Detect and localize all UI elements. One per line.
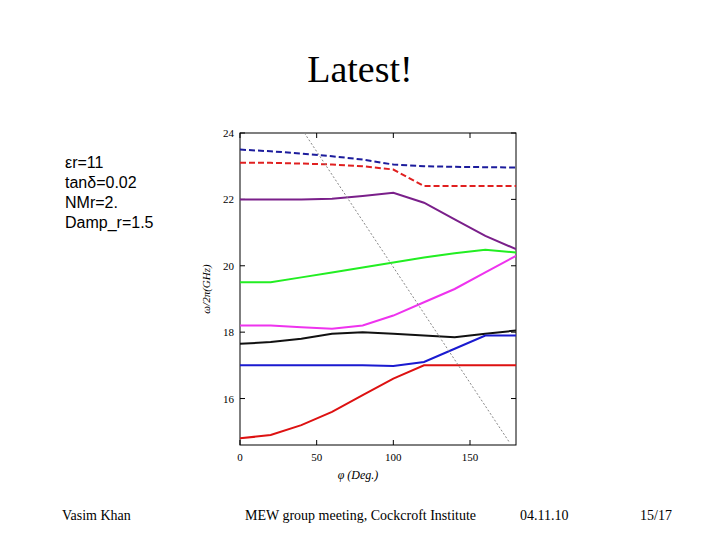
y-tick bbox=[240, 332, 245, 333]
x-tick-label: 50 bbox=[311, 451, 323, 463]
x-tick bbox=[316, 440, 317, 445]
x-axis-label: φ (Deg.) bbox=[338, 468, 379, 482]
y-tick bbox=[240, 265, 245, 266]
y-tick-label: 18 bbox=[223, 326, 235, 338]
x-tick bbox=[470, 440, 471, 445]
x-tick bbox=[393, 440, 394, 445]
y-tick-label: 22 bbox=[223, 193, 234, 205]
series-line bbox=[304, 133, 509, 443]
series-line bbox=[240, 330, 516, 343]
y-tick-label: 24 bbox=[223, 127, 235, 139]
x-tick bbox=[470, 133, 471, 138]
footer-page: 15/17 bbox=[640, 508, 672, 523]
x-tick bbox=[393, 133, 394, 138]
x-tick bbox=[240, 440, 241, 445]
y-axis-label: ω/2π(GHz) bbox=[200, 264, 213, 314]
slide: Latest! εr=11 tanδ=0.02 NMr=2. Damp_r=1.5 Vas… bbox=[0, 0, 720, 540]
plot-frame bbox=[240, 133, 516, 445]
footer-date: 04.11.10 bbox=[520, 508, 568, 523]
y-tick bbox=[511, 133, 516, 134]
x-tick-label: 0 bbox=[237, 451, 243, 463]
series-line bbox=[240, 193, 516, 249]
series-line bbox=[240, 335, 516, 366]
series-line bbox=[240, 365, 516, 438]
y-tick-label: 20 bbox=[223, 260, 235, 272]
plot-lines bbox=[240, 133, 516, 443]
parameter: εr=11 bbox=[65, 154, 104, 171]
y-tick bbox=[511, 199, 516, 200]
x-tick-label: 100 bbox=[385, 451, 402, 463]
x-tick-label: 150 bbox=[462, 451, 479, 463]
parameter: NMr=2. bbox=[65, 194, 118, 211]
parameter: Damp_r=1.5 bbox=[65, 214, 154, 232]
slide-title: Latest! bbox=[307, 48, 413, 90]
y-tick bbox=[240, 133, 245, 134]
series-line bbox=[240, 163, 516, 186]
series-line bbox=[240, 150, 516, 168]
y-tick-label: 16 bbox=[223, 393, 235, 405]
parameter: tanδ=0.02 bbox=[65, 174, 137, 191]
y-tick bbox=[511, 398, 516, 399]
x-tick bbox=[240, 133, 241, 138]
footer-author: Vasim Khan bbox=[62, 508, 131, 523]
footer-event: MEW group meeting, Cockcroft Institute bbox=[245, 508, 476, 523]
x-tick bbox=[316, 133, 317, 138]
series-line bbox=[240, 256, 516, 329]
y-tick bbox=[240, 398, 245, 399]
y-tick bbox=[511, 265, 516, 266]
